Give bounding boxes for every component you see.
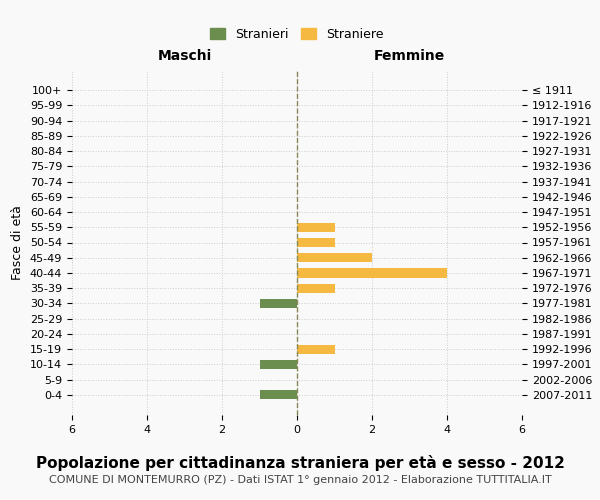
- Bar: [260, 299, 297, 308]
- Y-axis label: Fasce di età: Fasce di età: [11, 205, 25, 280]
- Bar: [297, 238, 335, 247]
- Bar: [297, 253, 372, 262]
- Legend: Stranieri, Straniere: Stranieri, Straniere: [210, 28, 384, 41]
- Text: COMUNE DI MONTEMURRO (PZ) - Dati ISTAT 1° gennaio 2012 - Elaborazione TUTTITALIA: COMUNE DI MONTEMURRO (PZ) - Dati ISTAT 1…: [49, 475, 551, 485]
- Bar: [297, 284, 335, 292]
- Bar: [297, 344, 335, 354]
- Text: Femmine: Femmine: [374, 49, 445, 63]
- Text: Popolazione per cittadinanza straniera per età e sesso - 2012: Popolazione per cittadinanza straniera p…: [35, 455, 565, 471]
- Bar: [297, 268, 447, 278]
- Bar: [260, 360, 297, 369]
- Bar: [260, 390, 297, 400]
- Text: Maschi: Maschi: [157, 49, 212, 63]
- Bar: [297, 222, 335, 232]
